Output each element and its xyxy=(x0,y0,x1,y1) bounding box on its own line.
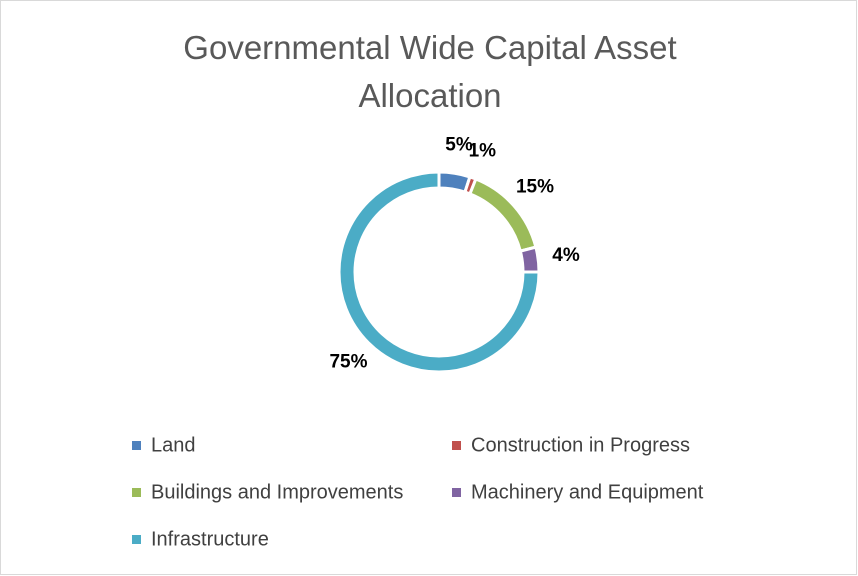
legend-swatch xyxy=(132,441,141,450)
legend-swatch xyxy=(452,488,461,497)
data-label: 15% xyxy=(516,176,554,197)
data-label: 75% xyxy=(329,352,367,373)
legend-label: Machinery and Equipment xyxy=(471,481,704,503)
data-label: 4% xyxy=(552,245,580,266)
donut-segment xyxy=(518,245,541,274)
data-label: 5% xyxy=(445,135,473,156)
legend-label: Land xyxy=(151,434,196,456)
legend-label: Construction in Progress xyxy=(471,434,690,456)
chart-title: Governmental Wide Capital Asset Allocati… xyxy=(183,29,677,114)
legend-swatch xyxy=(132,488,141,497)
legend-label: Buildings and Improvements xyxy=(151,481,403,503)
donut-segment xyxy=(337,170,541,374)
legend-swatch xyxy=(132,535,141,544)
legend-label: Infrastructure xyxy=(151,528,269,550)
data-label: 1% xyxy=(469,141,497,162)
legend-swatch xyxy=(452,441,461,450)
